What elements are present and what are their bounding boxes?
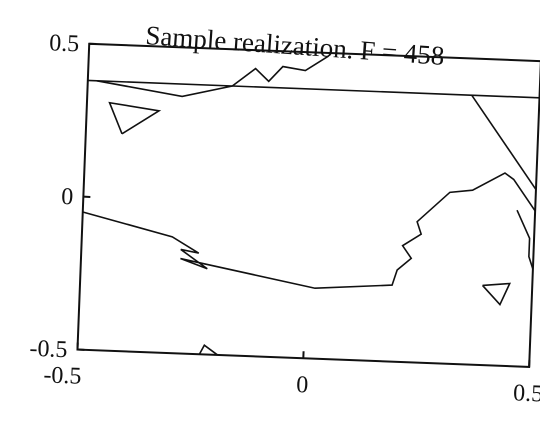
series-segment	[87, 79, 540, 99]
x-tick-label: 0.5	[513, 380, 540, 407]
series-segment	[481, 282, 512, 306]
series-segment	[516, 209, 534, 270]
tick-label-layer: -0.5 0 0.5 0.5 0 -0.5	[29, 30, 540, 407]
plot-area: -0.5 0 0.5 0.5 0 -0.5	[29, 30, 540, 407]
series-segment	[96, 55, 329, 98]
x-tick-label: -0.5	[43, 362, 82, 389]
x-tick-label: 0	[296, 372, 309, 398]
y-tick-label: 0	[61, 184, 74, 210]
series-segment	[82, 172, 536, 290]
tick-layer	[76, 42, 531, 367]
y-tick-label: 0.5	[49, 30, 80, 57]
series-layer	[82, 55, 540, 356]
series-segment	[108, 101, 162, 135]
y-tick-label: -0.5	[29, 336, 68, 363]
series-segment	[198, 344, 218, 356]
series-segment	[471, 94, 537, 190]
chart-title: Sample realization. F = 458	[145, 20, 446, 71]
plot-frame	[76, 42, 540, 368]
